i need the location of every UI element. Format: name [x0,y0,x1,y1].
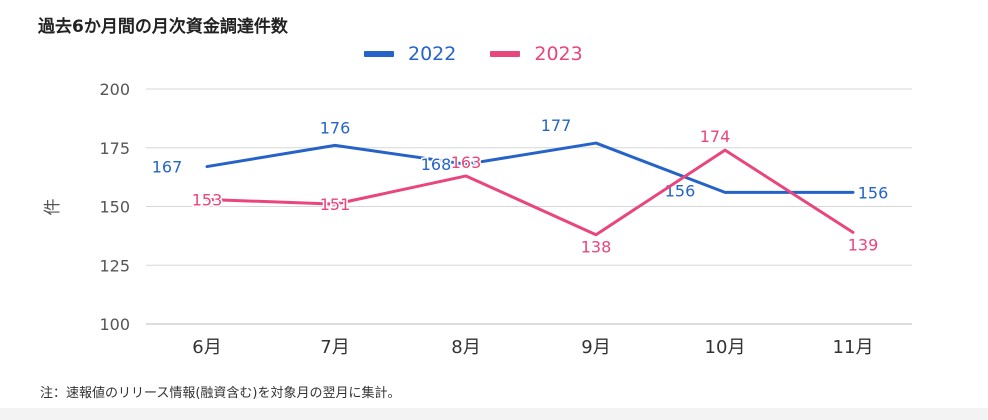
legend-item-2022: 2022 [364,43,456,65]
legend-swatch-2023 [490,51,521,57]
bottom-divider [0,408,988,420]
footnote: 注：速報値のリリース情報(融資含む)を対象月の翌月に集計。 [40,386,401,401]
legend-item-2023: 2023 [490,43,583,65]
x-tick-label: 9月 [581,337,610,358]
y-axis-label: 件 [43,199,63,216]
data-label-2022: 177 [541,116,572,135]
data-label-2022: 167 [152,158,183,177]
legend-label-2023: 2023 [534,43,583,65]
x-tick-label: 8月 [451,337,480,358]
legend-swatch-2022 [364,51,394,57]
y-tick-label: 150 [99,198,130,217]
legend-label-2022: 2022 [408,43,457,65]
data-label-2023: 138 [581,238,612,257]
x-tick-label: 6月 [192,337,221,358]
data-label-2022: 168 [421,155,452,174]
data-label-2023: 151 [320,195,351,214]
data-label-2023: 174 [700,127,731,146]
x-tick-label: 10月 [705,337,746,358]
x-tick-label: 7月 [320,337,349,358]
y-tick-label: 100 [99,315,130,334]
chart-legend: 2022 2023 [364,40,583,68]
data-label-2022: 176 [320,118,351,137]
y-tick-label: 175 [99,139,130,158]
series-line-2022 [205,141,855,194]
data-label-2022: 156 [665,181,696,200]
x-tick-label: 11月 [833,337,874,358]
y-tick-label: 125 [99,256,130,275]
data-label-2023: 139 [848,235,879,254]
series-line-2023 [205,148,855,237]
y-tick-label: 200 [99,80,130,99]
data-label-2023: 163 [451,153,482,172]
page-title: 過去6か月間の月次資金調達件数 [38,17,288,37]
data-label-2022: 156 [858,183,889,202]
data-label-2023: 153 [192,190,223,209]
